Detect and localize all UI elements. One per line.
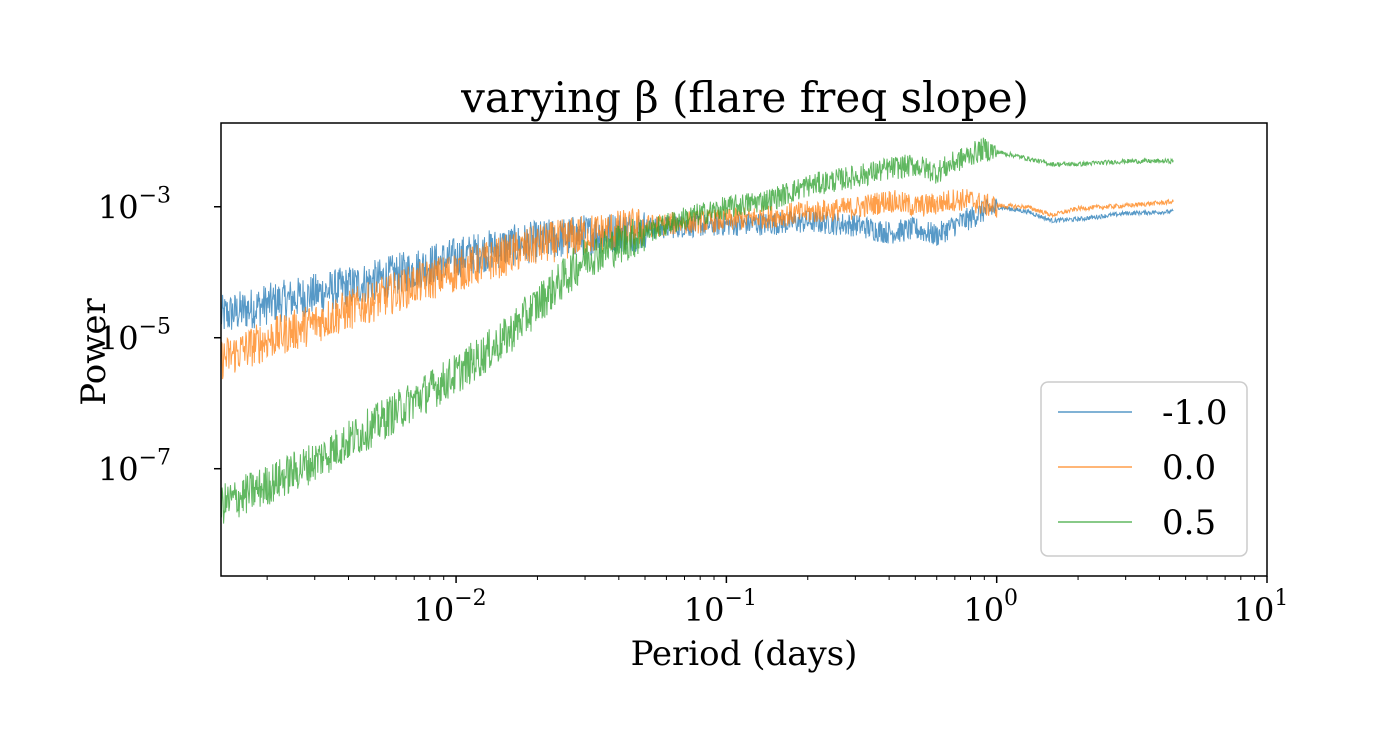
legend: -1.0 0.0 0.5 [1040,381,1248,557]
x-axis-label: Period (days) [631,634,858,674]
y-tick-label: 10−3 [98,184,171,227]
legend-box [1040,381,1248,557]
y-axis-ticks: 10−310−510−7 [98,184,221,489]
legend-label-0.5: 0.5 [1162,503,1216,543]
x-minor-ticks [266,576,1256,580]
x-tick-label: 100 [963,586,1018,629]
series-line--1.0 [221,198,1174,330]
series-layer [221,137,1174,524]
x-tick-label: 101 [1234,586,1289,629]
y-tick-label: 10−7 [98,446,171,489]
x-axis-ticks: 10−2 10−1 100 101 [413,576,1288,629]
chart-title: varying β (flare freq slope) [460,73,1029,122]
x-tick-label: 10−1 [684,586,757,629]
legend-label-0.0: 0.0 [1162,448,1216,488]
y-axis-label: Power [74,298,114,406]
plot-frame [220,122,1268,577]
series-line-0.5 [221,137,1174,524]
legend-label--1.0: -1.0 [1162,393,1228,433]
x-tick-label: 10−2 [413,586,486,629]
